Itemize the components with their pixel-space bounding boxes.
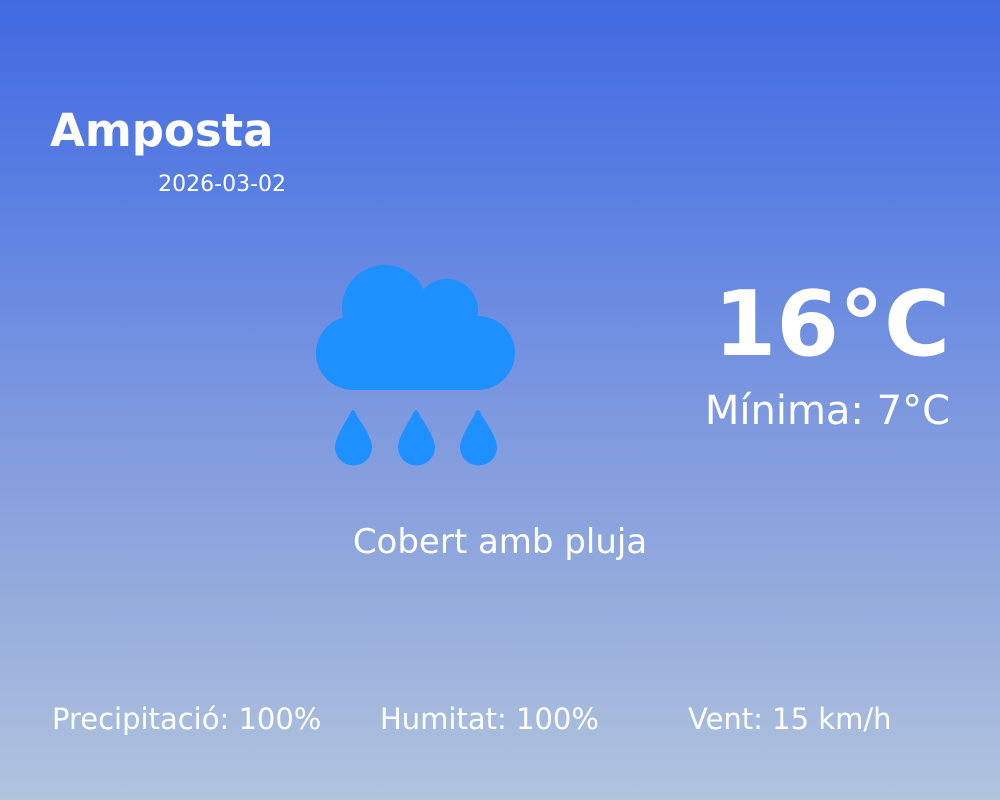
city-name: Amposta bbox=[50, 104, 274, 157]
minimum-temperature: Mínima: 7°C bbox=[704, 388, 950, 434]
temperature: 16°C bbox=[713, 272, 950, 377]
wind: Vent: 15 km/h bbox=[688, 702, 892, 736]
raindrop-icon bbox=[460, 410, 497, 466]
raindrop-icon bbox=[398, 410, 435, 466]
humidity: Humitat: 100% bbox=[380, 702, 599, 736]
precipitation: Precipitació: 100% bbox=[52, 702, 322, 736]
forecast-date: 2026-03-02 bbox=[158, 172, 286, 197]
weather-description: Cobert amb pluja bbox=[352, 522, 648, 562]
raindrop-icon bbox=[335, 410, 372, 466]
